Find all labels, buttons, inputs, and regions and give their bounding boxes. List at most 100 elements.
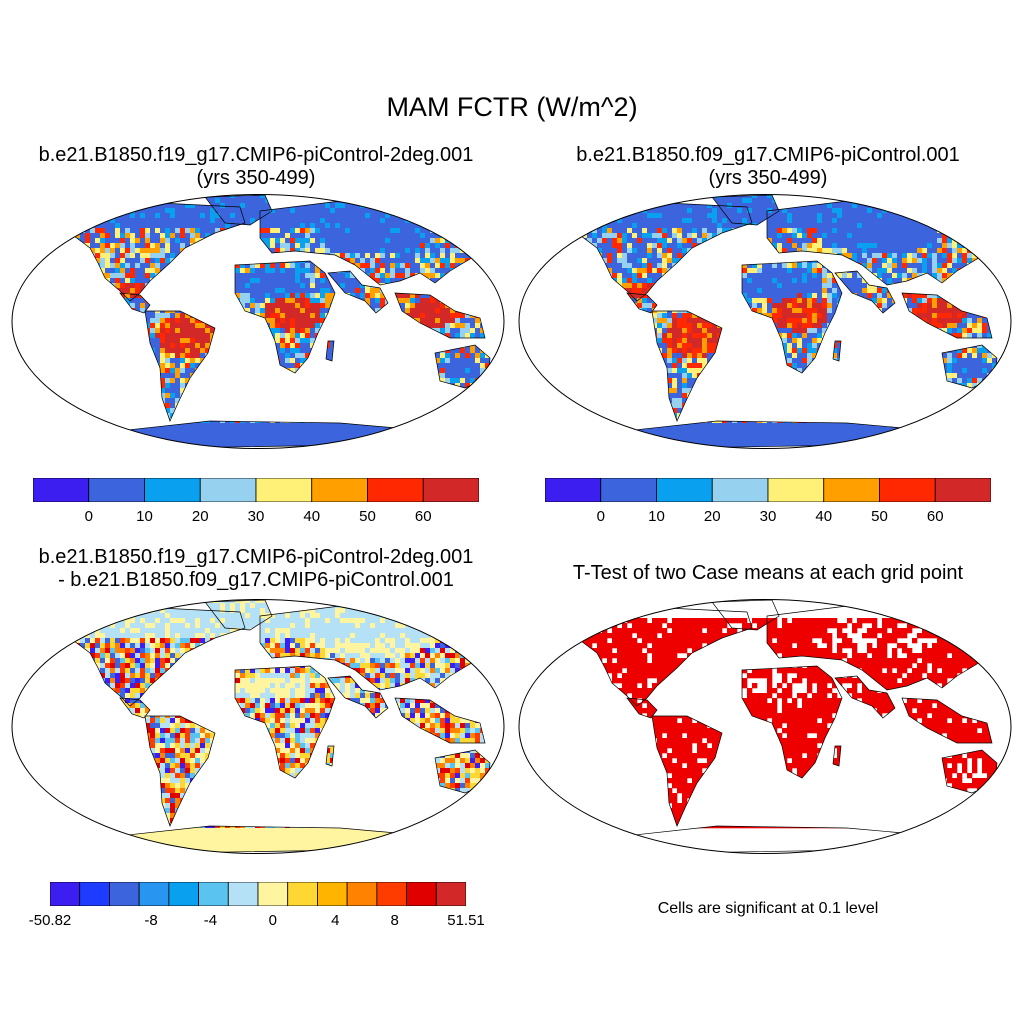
grid-cell xyxy=(130,373,136,379)
grid-cell xyxy=(235,233,241,239)
grid-cell xyxy=(10,293,15,298)
grid-cell xyxy=(255,363,261,369)
grid-cell xyxy=(230,418,236,424)
grid-cell xyxy=(25,248,30,253)
grid-cell xyxy=(420,378,426,384)
grid-cell xyxy=(35,208,40,213)
grid-cell xyxy=(30,423,35,428)
grid-cell xyxy=(220,403,226,409)
grid-cell xyxy=(185,218,191,224)
grid-cell xyxy=(80,213,86,219)
grid-cell xyxy=(160,198,166,204)
grid-cell xyxy=(340,283,346,289)
grid-cell xyxy=(400,268,406,274)
grid-cell xyxy=(60,203,66,209)
grid-cell xyxy=(375,223,381,229)
grid-cell xyxy=(410,278,416,284)
grid-cell xyxy=(275,403,281,409)
grid-cell xyxy=(505,218,506,223)
grid-cell xyxy=(145,218,151,224)
grid-cell xyxy=(395,283,401,289)
grid-cell xyxy=(160,278,166,284)
grid-cell xyxy=(60,195,66,199)
grid-cell xyxy=(50,228,51,234)
grid-cell xyxy=(460,283,466,289)
grid-cell xyxy=(215,253,221,259)
grid-cell xyxy=(445,333,451,339)
grid-cell xyxy=(450,433,456,439)
grid-cell xyxy=(55,253,61,259)
grid-cell xyxy=(365,313,371,319)
grid-cell xyxy=(265,368,271,374)
grid-cell xyxy=(340,348,346,354)
grid-cell xyxy=(290,288,296,294)
grid-cell xyxy=(400,233,406,239)
grid-cell xyxy=(195,433,201,439)
grid-cell xyxy=(430,428,436,434)
grid-cell xyxy=(265,248,271,254)
grid-cell xyxy=(400,343,406,349)
grid-cell xyxy=(165,343,171,349)
grid-cell xyxy=(15,223,20,228)
grid-cell xyxy=(455,195,461,199)
grid-cell xyxy=(230,438,236,444)
grid-cell xyxy=(395,408,401,414)
grid-cell xyxy=(240,408,246,414)
grid-cell xyxy=(450,243,456,249)
grid-cell xyxy=(230,333,236,339)
grid-cell xyxy=(310,328,316,334)
grid-cell xyxy=(100,243,106,249)
grid-cell xyxy=(450,253,456,259)
grid-cell xyxy=(75,313,81,319)
grid-cell xyxy=(55,233,61,239)
grid-cell xyxy=(225,298,231,304)
grid-cell xyxy=(225,293,231,299)
grid-cell xyxy=(470,408,476,414)
grid-cell xyxy=(215,363,221,369)
grid-cell xyxy=(500,413,505,418)
grid-cell xyxy=(125,398,131,404)
grid-cell xyxy=(145,303,151,309)
grid-cell xyxy=(260,203,266,209)
grid-cell xyxy=(245,233,251,239)
grid-cell xyxy=(185,408,191,414)
grid-cell xyxy=(200,338,206,344)
grid-cell xyxy=(170,293,176,299)
grid-cell xyxy=(115,398,121,404)
grid-cell xyxy=(345,223,351,229)
grid-cell xyxy=(115,353,121,359)
grid-cell xyxy=(245,293,251,299)
grid-cell xyxy=(130,313,136,319)
grid-cell xyxy=(425,438,431,444)
grid-cell xyxy=(215,223,221,229)
grid-cell xyxy=(410,223,416,229)
grid-cell xyxy=(15,328,20,333)
grid-cell xyxy=(445,358,451,364)
grid-cell xyxy=(420,228,426,234)
grid-cell xyxy=(305,273,311,279)
grid-cell xyxy=(295,433,301,439)
grid-cell xyxy=(330,328,336,334)
grid-cell xyxy=(125,343,131,349)
grid-cell xyxy=(140,328,146,334)
grid-cell xyxy=(450,423,456,429)
grid-cell xyxy=(185,213,191,219)
grid-cell xyxy=(100,303,106,309)
grid-cell xyxy=(405,403,411,409)
grid-cell xyxy=(370,308,376,314)
grid-cell xyxy=(60,328,66,334)
grid-cell xyxy=(420,288,426,294)
grid-cell xyxy=(425,208,431,214)
grid-cell xyxy=(40,313,45,318)
grid-cell xyxy=(350,403,356,409)
grid-cell xyxy=(380,358,386,364)
grid-cell xyxy=(290,238,296,244)
grid-cell xyxy=(205,323,211,329)
grid-cell xyxy=(50,248,51,254)
grid-cell xyxy=(110,203,116,209)
grid-cell xyxy=(225,258,231,264)
grid-cell xyxy=(470,213,476,219)
grid-cell xyxy=(100,333,106,339)
grid-cell xyxy=(15,373,20,378)
grid-cell xyxy=(180,258,186,264)
